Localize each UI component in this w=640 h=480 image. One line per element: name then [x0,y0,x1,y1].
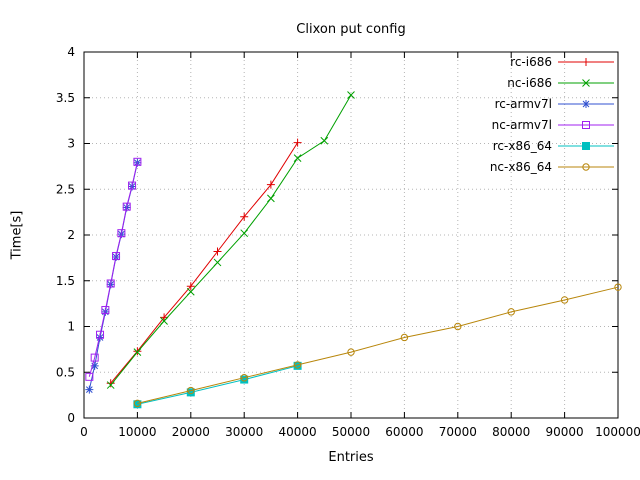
x-tick-label: 90000 [546,425,584,439]
x-tick-label: 40000 [279,425,317,439]
series-marker-rc-i686 [106,379,115,388]
series-marker-nc-x86_64 [454,322,462,331]
y-tick-label: 1.5 [56,274,75,288]
series-marker-nc-x86_64 [133,399,142,408]
series-marker-nc-i686 [106,381,115,389]
series-marker-nc-x86_64 [507,308,515,316]
legend-label-rc-i686: rc-i686 [510,55,552,69]
x-axis-label: Entries [328,450,374,465]
series-marker-rc-x86_64 [186,388,195,397]
legend-marker-nc-x86_64 [582,163,590,171]
y-tick-label: 0 [67,411,75,425]
series-marker-nc-i686 [133,348,142,356]
x-tick-label: 10000 [118,425,156,439]
series-marker-nc-x86_64 [560,296,569,304]
legend-label-nc-armv7l: nc-armv7l [492,118,552,132]
series-marker-rc-armv7l [85,385,94,394]
legend-label-rc-armv7l: rc-armv7l [495,97,552,111]
series-marker-nc-i686 [293,154,302,162]
legend-label-nc-x86_64: nc-x86_64 [490,160,552,174]
series-marker-nc-i686 [240,229,249,238]
series-marker-nc-armv7l [117,229,126,238]
series-marker-rc-x86_64 [240,375,249,384]
legend-label-nc-i686: nc-i686 [507,76,552,90]
series-line-rc-i686 [110,142,299,384]
x-tick-label: 70000 [439,425,477,439]
series-marker-nc-armv7l [133,157,142,166]
series-marker-nc-armv7l [122,202,131,211]
series-marker-nc-armv7l [106,279,115,288]
x-tick-label: 50000 [332,425,370,439]
series-marker-nc-x86_64 [614,283,622,291]
y-tick-label: 0.5 [56,365,75,379]
y-tick-label: 1 [67,320,75,334]
series-marker-nc-i686 [213,258,222,267]
y-tick-label: 4 [67,45,75,59]
series-marker-nc-i686 [186,287,195,296]
series-line-nc-armv7l [88,161,138,377]
series-line-nc-x86_64 [137,286,619,404]
series-line-rc-armv7l [88,162,138,390]
chart-title: Clixon put config [296,22,406,37]
series-marker-nc-x86_64 [400,333,409,342]
series-marker-rc-i686 [266,180,275,189]
series-line-rc-x86_64 [137,365,298,405]
series-marker-nc-armv7l [128,181,137,190]
y-axis-label: Time[s] [9,210,25,260]
series-marker-nc-x86_64 [240,374,248,382]
y-tick-label: 2.5 [56,182,75,196]
legend-marker-nc-i686 [582,79,590,87]
series-marker-rc-i686 [213,247,222,256]
x-tick-label: 80000 [492,425,530,439]
y-tick-label: 3.5 [56,91,75,105]
series-marker-rc-armv7l [90,361,99,370]
legend-marker-nc-armv7l [582,121,590,129]
series-marker-nc-x86_64 [293,361,302,369]
series-marker-nc-x86_64 [187,386,195,395]
y-tick-label: 3 [67,137,75,151]
series-marker-nc-i686 [347,91,355,99]
series-marker-rc-i686 [240,212,249,221]
series-marker-rc-i686 [293,138,302,147]
legend-marker-rc-armv7l [582,100,590,108]
series-line-nc-i686 [110,94,352,386]
series-marker-rc-armv7l [96,333,105,342]
legend-label-rc-x86_64: rc-x86_64 [493,139,552,153]
legend-marker-rc-x86_64 [582,142,590,150]
series-marker-rc-i686 [133,347,142,356]
series-marker-nc-x86_64 [347,348,355,356]
series-marker-nc-armv7l [85,372,94,381]
x-tick-label: 20000 [172,425,210,439]
series-marker-nc-armv7l [101,306,110,315]
series-marker-nc-armv7l [112,252,121,261]
x-tick-label: 30000 [225,425,263,439]
series-marker-nc-armv7l [96,330,105,339]
series-marker-nc-armv7l [90,353,99,362]
x-tick-label: 100000 [595,425,640,439]
series-marker-nc-i686 [320,136,329,145]
series-marker-rc-i686 [186,282,195,291]
series-marker-nc-i686 [267,194,275,203]
x-tick-label: 60000 [385,425,423,439]
legend-marker-rc-i686 [582,58,590,66]
y-tick-label: 2 [67,228,75,242]
x-tick-label: 0 [80,425,88,439]
series-marker-nc-i686 [160,317,168,325]
